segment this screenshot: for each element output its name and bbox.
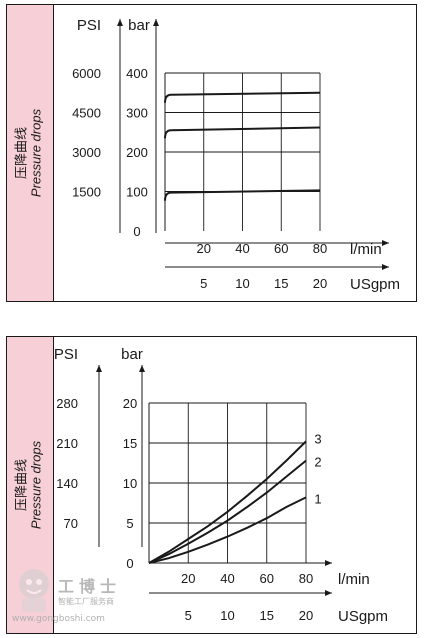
bar-tick-label: 5: [126, 516, 133, 531]
x-unit-label: l/min: [350, 241, 382, 258]
x-tick-label: 40: [220, 571, 234, 586]
psi-tick-label: 3000: [72, 145, 101, 160]
bar-tick-label: 100: [126, 185, 148, 200]
usgpm-tick-label: 5: [185, 608, 192, 623]
bar-tick-label: 15: [123, 436, 137, 451]
bar-axis-arrow-head: [139, 365, 145, 372]
origin-label: 0: [126, 556, 133, 571]
lmin-axis-arrow-head: [382, 240, 389, 246]
series-line-2: [148, 459, 307, 564]
usgpm-tick-label: 10: [235, 276, 249, 291]
usgpm-unit-label: USgpm: [338, 608, 388, 625]
usgpm-axis-arrow-head: [382, 264, 389, 270]
bar-tick-label: 200: [126, 145, 148, 160]
usgpm-tick-label: 10: [220, 608, 234, 623]
x-tick-label: 20: [181, 571, 195, 586]
usgpm-tick-label: 5: [200, 276, 207, 291]
origin-label: 0: [133, 224, 140, 239]
series-line-2: [164, 126, 321, 139]
psi-axis-arrow-head: [96, 365, 102, 372]
usgpm-tick-label: 20: [313, 276, 327, 291]
series-label: 1: [314, 491, 321, 506]
watermark-url: www.gongboshi.com: [12, 614, 105, 624]
psi-tick-label: 1500: [72, 185, 101, 200]
lmin-axis-arrow-head: [325, 560, 332, 566]
bar-unit-label: bar: [128, 17, 150, 34]
psi-unit-label: PSI: [54, 346, 78, 363]
watermark-logo: [19, 569, 49, 612]
psi-tick-label: 140: [56, 476, 78, 491]
psi-axis-arrow-head: [117, 19, 123, 26]
pressure-chart-1: PSI bar 6000 4500 3000 1500 400 300 200 100 0 20 40 6…: [72, 17, 400, 293]
psi-tick-label: 280: [56, 396, 78, 411]
series-line-1: [164, 91, 321, 103]
usgpm-tick-label: 20: [299, 608, 313, 623]
series-line-1: [148, 440, 307, 564]
usgpm-tick-label: 15: [274, 276, 288, 291]
psi-tick-label: 70: [64, 516, 78, 531]
x-tick-label: 80: [299, 571, 313, 586]
bar-tick-label: 10: [123, 476, 137, 491]
x-tick-label: 60: [274, 241, 288, 256]
x-tick-label: 80: [313, 241, 327, 256]
series-line-3: [164, 189, 321, 201]
side-label-bar: 压降曲线 Pressure drops: [7, 5, 54, 301]
bar-tick-label: 400: [126, 66, 148, 81]
x-unit-label: l/min: [338, 571, 370, 588]
x-tick-label: 20: [197, 241, 211, 256]
psi-tick-label: 6000: [72, 66, 101, 81]
usgpm-axis-arrow-head: [325, 590, 332, 596]
x-tick-label: 40: [235, 241, 249, 256]
bar-axis-arrow-head: [153, 19, 159, 26]
usgpm-unit-label: USgpm: [350, 276, 400, 293]
pressure-chart-panel-2: 压降曲线 Pressure drops PSI bar 280 210 140 70 20 1…: [6, 336, 417, 634]
series-label: 3: [314, 431, 321, 446]
psi-tick-label: 4500: [72, 106, 101, 121]
series-line-3: [148, 496, 307, 564]
usgpm-tick-label: 15: [260, 608, 274, 623]
bar-tick-label: 300: [126, 106, 148, 121]
watermark-text: 工博士: [58, 577, 122, 596]
series-label: 2: [314, 455, 321, 470]
psi-tick-label: 210: [56, 436, 78, 451]
bar-tick-label: 20: [123, 396, 137, 411]
x-tick-label: 60: [260, 571, 274, 586]
pressure-chart-panel-1: 压降曲线 Pressure drops PSI bar 6000 4500 3000 15…: [6, 4, 417, 302]
bar-unit-label: bar: [121, 346, 143, 363]
psi-unit-label: PSI: [77, 17, 101, 34]
watermark-subtitle: 智能工厂服务商: [58, 597, 114, 606]
